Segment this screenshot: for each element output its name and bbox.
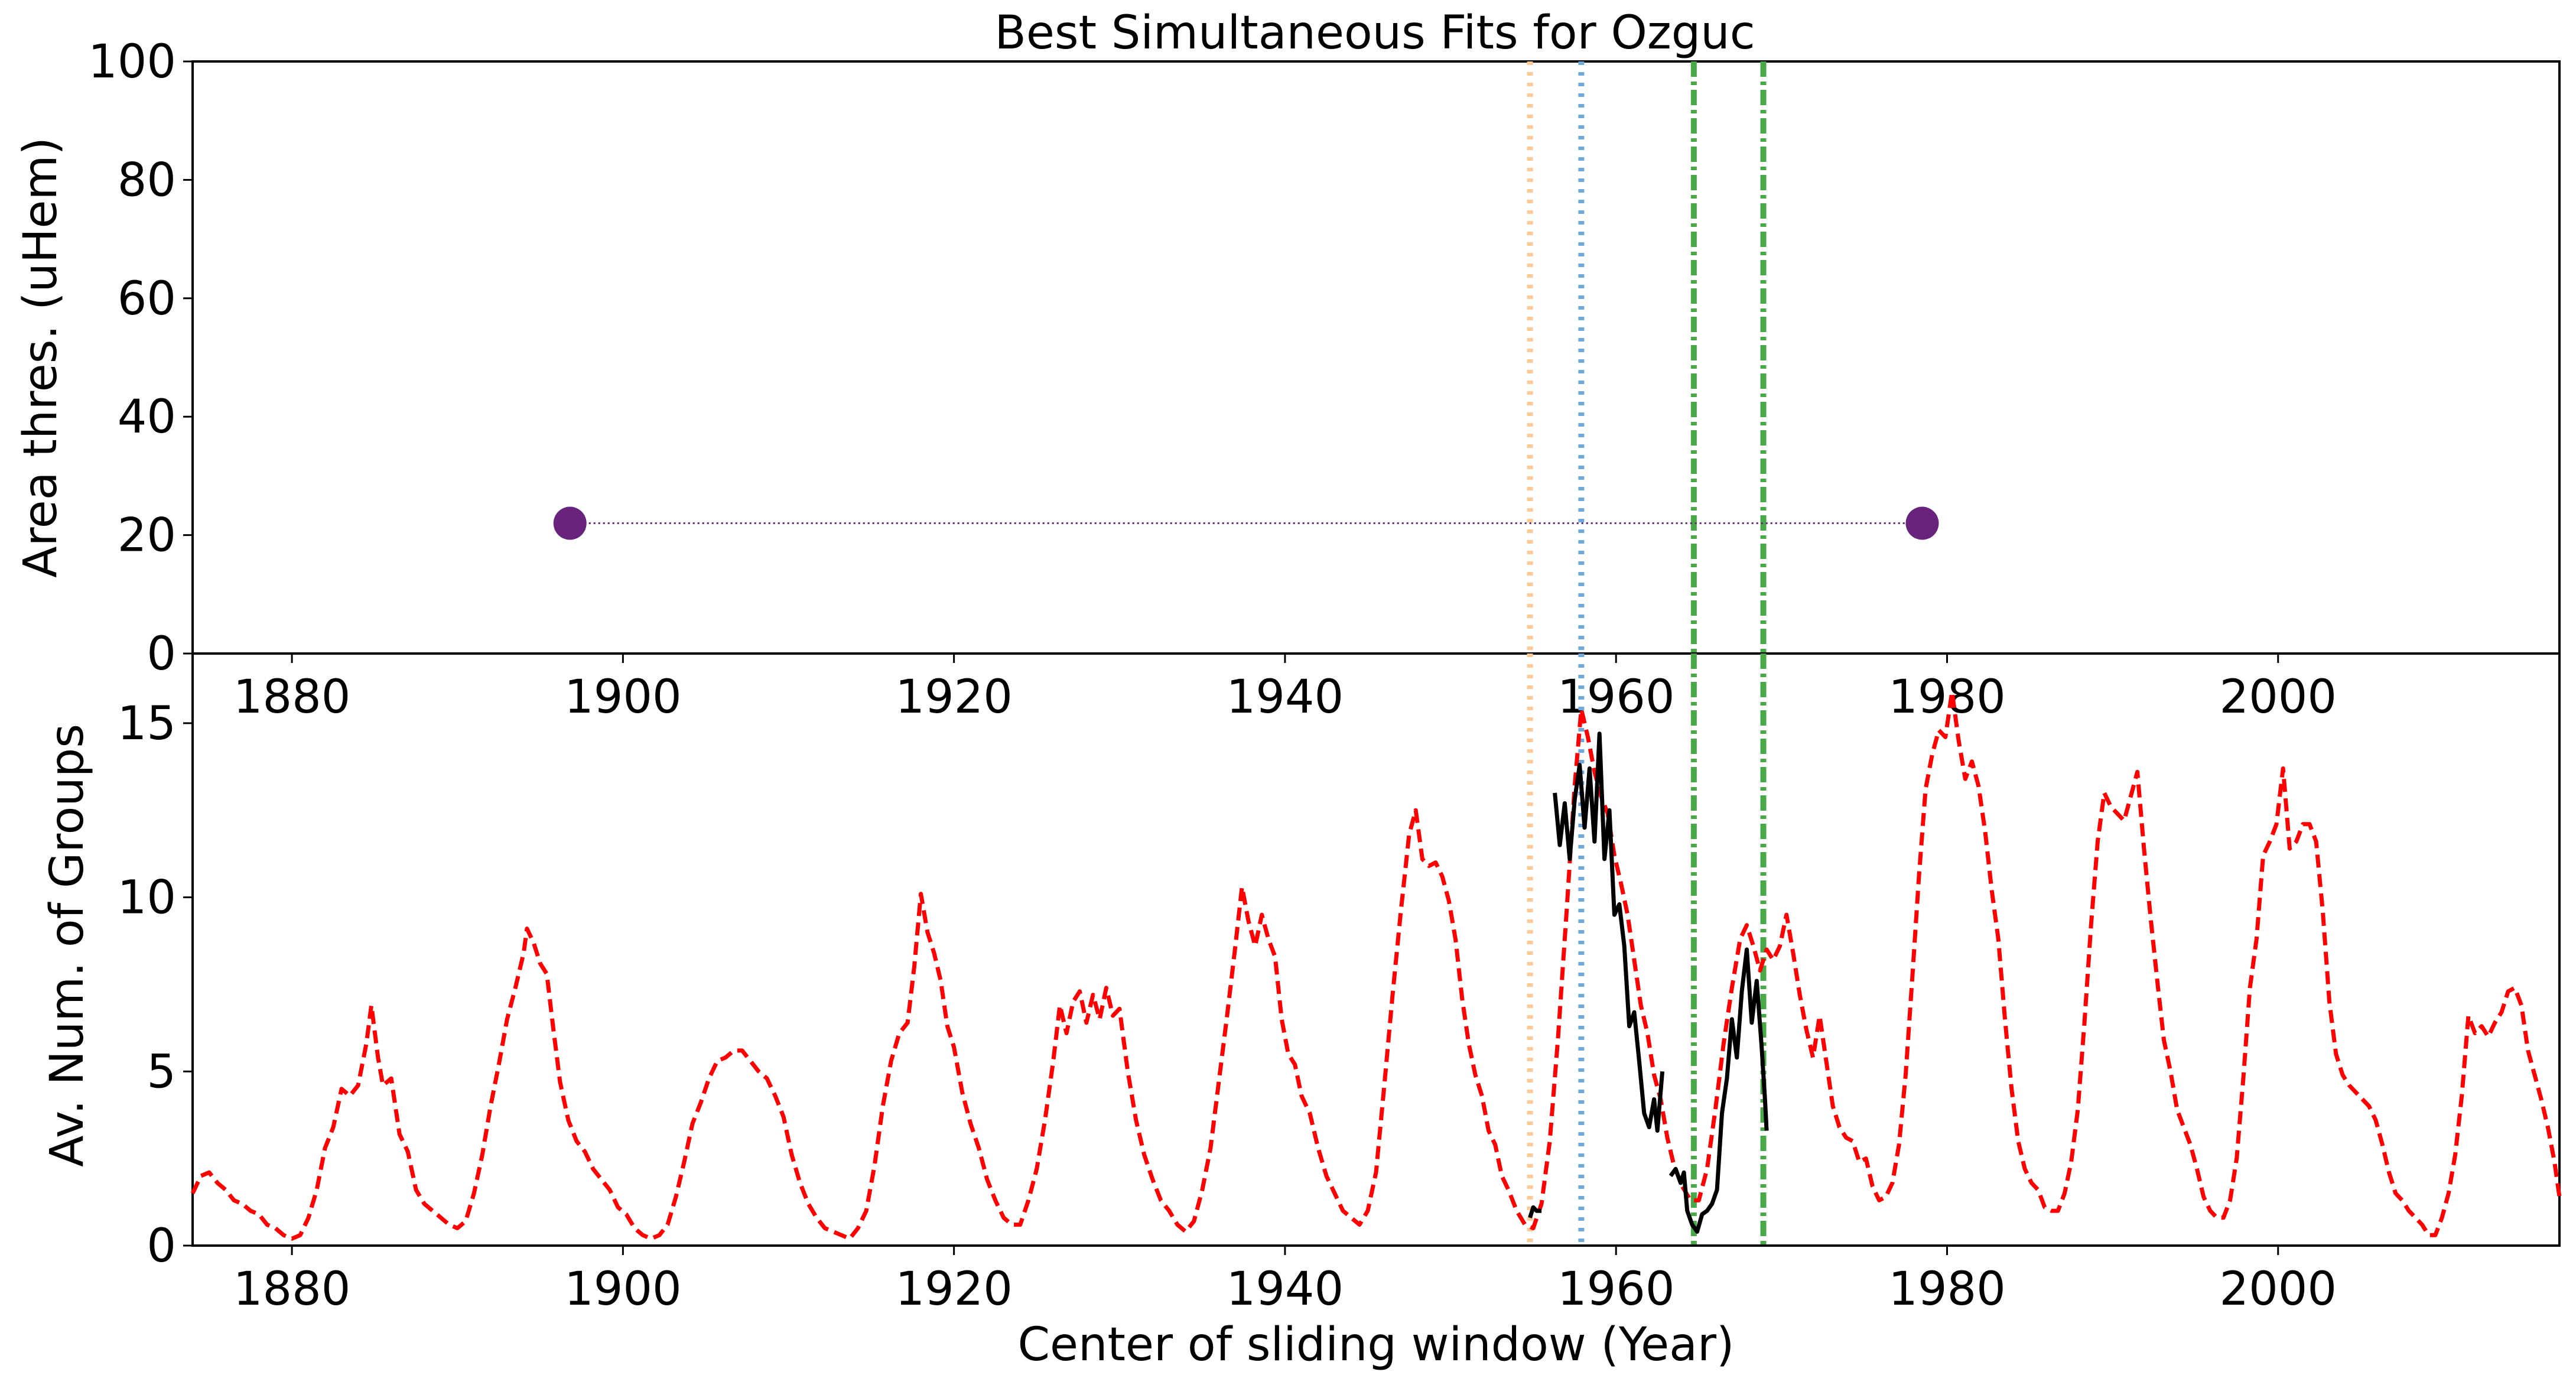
- observer-series-line-1: [1528, 1205, 1542, 1218]
- bottom-panel-xlabel: Center of sliding window (Year): [1018, 1318, 1735, 1371]
- bottom-xtick-label: 1960: [1557, 1263, 1675, 1316]
- bottom-xtick-label: 1920: [895, 1263, 1013, 1316]
- bottom-panel-xticks: 1880 1900 1920 1940 1960 1980 2000: [233, 1246, 2337, 1316]
- bottom-xtick-label: 2000: [2220, 1263, 2337, 1316]
- bottom-panel-series: [190, 690, 2562, 1241]
- bottom-ytick-label: 0: [147, 1220, 176, 1273]
- top-ytick-label: 0: [147, 628, 176, 681]
- bottom-ytick-label: 5: [147, 1045, 176, 1098]
- bottom-panel-frame: [191, 652, 2561, 1247]
- observer-series-line-3: [1668, 947, 1769, 1234]
- top-panel-yticks: 0 20 40 60 80 100: [88, 35, 193, 681]
- top-xtick-label: 1940: [1227, 671, 1344, 724]
- bottom-xtick-label: 1980: [1888, 1263, 2006, 1316]
- top-ytick-label: 20: [118, 509, 176, 563]
- top-xtick-label: 1900: [564, 671, 682, 724]
- top-ytick-label: 100: [88, 35, 176, 89]
- threshold-point: [553, 506, 587, 540]
- top-xtick-label: 1880: [233, 671, 351, 724]
- observer-series-line-2: [1553, 732, 1665, 1133]
- top-ytick-label: 80: [118, 154, 176, 207]
- threshold-point: [1905, 506, 1939, 540]
- bottom-panel-yticks: 0 5 10 15: [118, 697, 193, 1273]
- bottom-xtick-label: 1940: [1227, 1263, 1344, 1316]
- reference-series-line: [190, 690, 2562, 1241]
- top-xtick-label: 1960: [1557, 671, 1675, 724]
- top-panel-marks: [553, 506, 1939, 540]
- top-ytick-label: 60: [118, 272, 176, 326]
- top-panel-xticks: 1880 1900 1920 1940 1960 1980 2000: [233, 654, 2337, 724]
- top-xtick-label: 2000: [2220, 671, 2337, 724]
- top-panel-vlines: [1527, 61, 1767, 654]
- bottom-panel: 0 5 10 15 1880 1900 1920 1940 1960 1980 2000 Av. …: [41, 652, 2562, 1371]
- top-panel-frame: [191, 60, 2561, 655]
- bottom-xtick-label: 1880: [233, 1263, 351, 1316]
- bottom-panel-vlines: [1527, 654, 1767, 1246]
- bottom-xtick-label: 1900: [564, 1263, 682, 1316]
- top-ytick-label: 40: [118, 391, 176, 444]
- top-panel-ylabel: Area thres. (uHem): [14, 137, 67, 578]
- top-xtick-label: 1920: [895, 671, 1013, 724]
- chart-title: Best Simultaneous Fits for Ozguc: [994, 6, 1755, 60]
- bottom-ytick-label: 15: [118, 697, 176, 750]
- bottom-panel-ylabel: Av. Num. of Groups: [41, 724, 94, 1167]
- bottom-ytick-label: 10: [118, 872, 176, 925]
